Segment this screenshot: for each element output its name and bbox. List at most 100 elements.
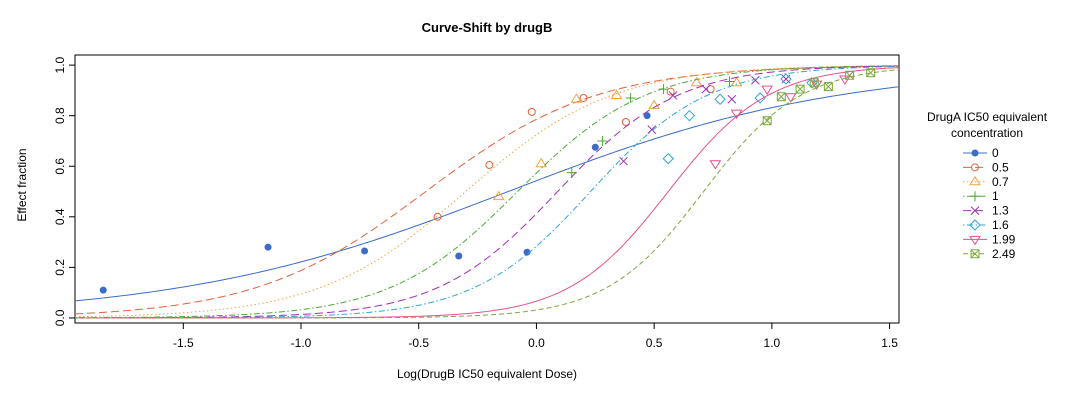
series-3 [75,65,899,318]
legend-label: 0.7 [992,175,1009,189]
data-point [823,82,833,92]
data-point [492,190,505,201]
legend-marker [969,235,981,246]
series-1 [75,86,899,302]
series-2 [75,65,899,315]
series-4 [75,65,899,319]
legend-label: 0.5 [992,160,1009,174]
series-7 [75,67,899,319]
series-curve [75,65,899,319]
data-point [485,160,494,169]
legend: DrugA IC50 equivalent concentration 00.50.… [927,110,1048,261]
data-point [762,116,772,126]
data-point [780,73,792,85]
data-point [751,75,760,85]
data-point [668,91,678,100]
series-curve [75,67,899,319]
series-curve [75,69,899,319]
y-tick-label: 0.2 [53,259,67,276]
data-point [527,107,536,116]
plot-frame [74,54,900,324]
legend-label: 1.3 [992,204,1009,218]
data-point [838,75,851,85]
data-point [658,84,669,95]
legend-label: 0 [992,146,999,160]
legend-label: 1.6 [992,218,1009,232]
data-point [264,243,272,251]
data-point [866,68,876,78]
data-point [625,92,636,103]
series-5 [75,65,899,319]
legend-marker [970,206,980,215]
x-tick-label: -1.5 [173,336,194,350]
y-tick-label: 0.8 [53,107,67,124]
data-point [730,109,743,120]
data-point [683,109,696,122]
x-axis-label: Log(DrugB IC50 equivalent Dose) [397,367,577,381]
x-tick-label: 0.5 [646,336,663,350]
legend-label: 1.99 [992,232,1016,246]
plot-area: -1.5 -1.0 -0.5 0.0 0.5 1.0 1.5 0.0 0.2 0.4 0.6 0.8 1… [53,54,900,350]
data-point [724,76,735,87]
data-point [433,212,442,221]
series-curve [75,65,899,319]
data-point [795,84,805,94]
data-point [845,70,855,80]
x-tick-label: -0.5 [408,336,429,350]
data-point [619,156,628,166]
data-point [754,92,766,104]
data-point [727,94,737,104]
data-point [666,87,675,96]
data-point [709,160,722,170]
data-point [566,167,577,178]
series-curve [75,86,899,302]
data-point [597,135,608,146]
legend-label: 2.49 [992,247,1016,261]
y-tick-label: 0.4 [53,208,67,225]
data-point [776,92,786,102]
data-point [455,252,463,260]
legend-marker [970,249,980,259]
series-curve [75,65,899,319]
series-curve [75,65,899,318]
y-axis-label: Effect fraction [15,148,29,221]
data-point [784,93,797,103]
data-point [621,118,630,126]
series-curve [75,65,899,315]
legend-title: DrugA IC50 equivalent [927,110,1048,124]
data-point [361,247,369,255]
x-tick-label: 0.0 [528,336,545,350]
chart-title: Curve-Shift by drugB [422,20,553,35]
y-tick-label: 0.0 [53,309,67,326]
y-tick-label: 0.6 [53,158,67,175]
data-point [535,157,548,168]
legend-marker [971,163,979,172]
data-point [591,143,599,151]
legend-label: 1 [992,189,999,203]
data-point [706,85,715,94]
data-point [662,152,674,165]
legend-marker [969,175,981,186]
legend-marker [969,219,981,231]
x-tick-label: -1.0 [291,336,312,350]
x-tick-label: 1.5 [881,336,898,350]
data-point [761,85,774,96]
series-6 [75,65,899,319]
data-point [643,112,651,120]
data-point [648,99,661,110]
data-point [701,84,711,94]
data-point [809,78,819,88]
data-point [647,125,657,134]
data-point [610,89,623,99]
series-8 [75,68,899,319]
legend-marker [970,191,980,202]
data-point [714,93,726,105]
data-point [570,93,583,103]
legend-title: concentration [951,126,1023,140]
data-point [690,76,703,87]
data-point [99,286,107,294]
legend-marker [971,149,979,157]
data-point [579,93,588,102]
